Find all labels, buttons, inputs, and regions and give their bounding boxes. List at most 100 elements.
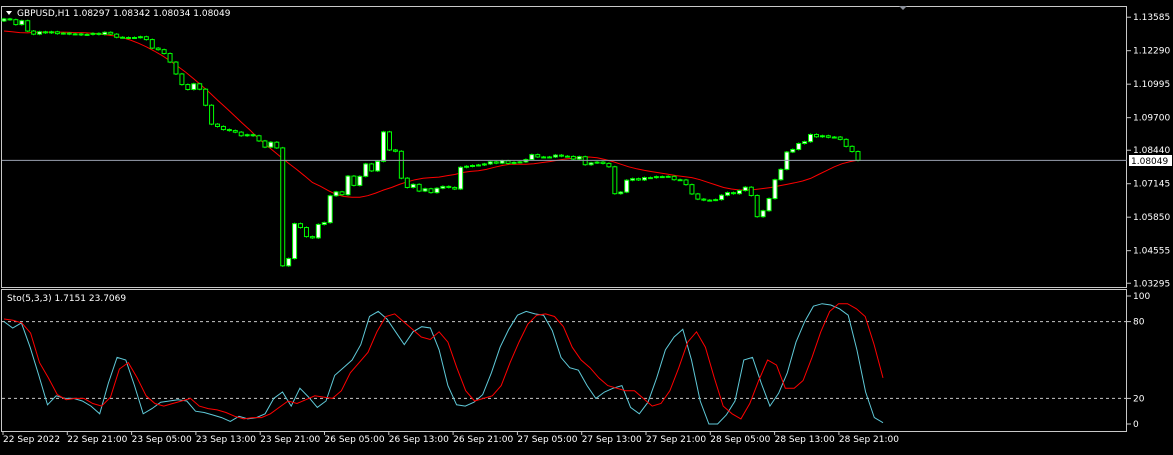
candle-body [594,161,600,164]
stochastic-info: Sto(5,3,3) 1.7151 23.7069 [7,294,126,304]
candle-body [315,223,321,239]
candle-body [72,33,78,36]
candle-body [120,36,126,39]
candle-body [179,73,185,86]
sto-tick-label: 100 [1133,292,1150,302]
candle-body [191,83,197,90]
price-tick-label: 1.09700 [1133,114,1170,124]
candle-body [464,165,470,168]
candle-body [274,141,280,149]
candle-body [60,32,66,35]
candle-body [452,186,458,190]
candle-body [78,33,84,36]
candle-body [19,20,25,26]
candle-body [381,131,387,162]
scroll-marker-icon[interactable] [899,6,907,10]
candle-body [327,195,333,224]
candle-body [54,31,60,35]
candle-body [541,156,547,159]
price-tick-label: 1.12290 [1133,47,1170,57]
time-tick-label: 23 Sep 13:00 [196,435,256,445]
candle-body [719,194,725,201]
candle-body [481,163,487,166]
time-tick-label: 22 Sep 21:00 [67,435,127,445]
candle-body [808,133,814,143]
candle-body [155,47,161,51]
stochastic-signal-line [3,303,884,420]
candle-body [553,154,559,158]
moving-average [3,30,859,198]
ma-line [3,30,859,198]
current-price-tag: 1.08049 [1131,157,1168,167]
candle-body [505,160,511,164]
symbol-info: GBPUSD,H1 1.08297 1.08342 1.08034 1.0804… [17,9,231,19]
candle-body [695,193,701,200]
candle-body [713,199,719,202]
candle-body [161,49,167,55]
candle-body [493,161,499,164]
dropdown-triangle-icon[interactable] [6,11,12,15]
candle-body [173,61,179,75]
time-tick-label: 26 Sep 21:00 [453,435,513,445]
candle-body [244,134,250,137]
time-tick-label: 26 Sep 05:00 [325,435,385,445]
candle-body [434,187,440,194]
stochastic-pane [1,289,1127,432]
candle-body [689,184,695,195]
candle-body [126,37,132,40]
time-tick-label: 27 Sep 21:00 [646,435,706,445]
candle-body [280,147,286,267]
candle-body [369,163,375,172]
candle-body [404,177,410,188]
price-tick-label: 1.04555 [1133,247,1170,257]
candle-body [618,191,624,195]
candle-body [535,154,541,158]
candle-body [143,36,149,41]
candle-body [529,154,535,161]
candle-body [458,166,464,190]
candle-body [831,136,837,139]
candle-body [630,178,636,181]
candle-body [66,32,72,35]
candle-body [612,166,618,195]
candle-body [96,32,102,35]
candle-body [292,223,298,260]
candle-body [1,18,7,22]
candle-body [333,191,339,197]
candle-body [647,177,653,180]
candle-body [31,30,37,35]
candle-body [766,198,772,212]
candle-body [37,31,43,35]
candle-body [209,104,215,125]
candle-body [475,164,481,167]
candle-body [13,19,19,26]
candle-body [226,129,232,132]
candle-body [167,53,173,63]
candle-body [90,32,96,35]
price-pane [1,6,1127,288]
candle-body [736,190,742,195]
candle-body [43,31,49,34]
candle-body [303,227,309,238]
stochastic-lines [2,303,1127,425]
candle-body [392,149,398,152]
candle-body [440,185,446,189]
candle-body [309,236,315,239]
candle-body [203,88,209,106]
candle-body [149,39,155,49]
candle-body [499,160,505,164]
candle-body [683,179,689,186]
price-tick-label: 1.07145 [1133,180,1170,190]
price-tick-label: 1.03295 [1133,279,1170,289]
price-tick-label: 1.08440 [1133,146,1170,156]
time-tick-label: 26 Sep 13:00 [389,435,449,445]
candle-body [517,161,523,164]
time-tick-label: 27 Sep 05:00 [517,435,577,445]
candle-body [849,145,855,153]
candle-body [606,162,612,168]
candle-body [256,135,262,142]
current-price-tag-box [1129,155,1172,166]
